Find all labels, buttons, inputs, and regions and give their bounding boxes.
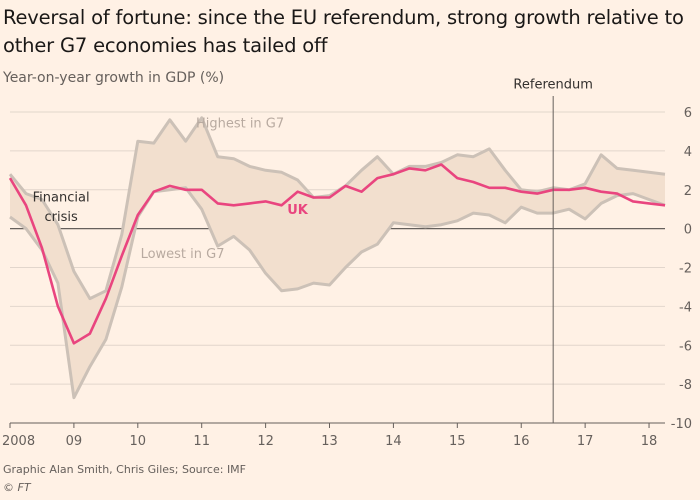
annotation-lowest-in-g7: Lowest in G7 [141,247,225,262]
y-tick-label: -2 [679,262,692,277]
annotations: Highest in G7 Lowest in G7 UK Financial cris… [33,78,593,262]
x-tick-label: 15 [449,434,466,449]
y-tick-label: -6 [679,339,692,354]
y-tick-label: 4 [684,145,692,160]
annotation-crisis: crisis [44,210,77,225]
source-note: Graphic Alan Smith, Chris Giles; Source:… [3,463,247,476]
series-line-lowest [9,186,666,400]
x-tick-label: 13 [321,434,338,449]
y-tick-label: -4 [679,300,692,315]
x-tick-label: 14 [385,434,402,449]
y-tick-label: -8 [679,378,692,393]
x-tick-label: 17 [577,434,594,449]
x-tick-label: 10 [130,434,147,449]
g7-range-band [10,117,665,398]
chart-subtitle: Year-on-year growth in GDP (%) [3,70,225,86]
copyright-note: © FT [3,481,31,494]
x-tick-label: 2008 [2,434,35,449]
x-tick-label: 18 [641,434,658,449]
y-tick-label: -10 [671,417,692,432]
chart-title: Reversal of fortune: since the EU refere… [3,6,684,57]
annotation-financial: Financial [33,190,90,205]
x-tick-label: 12 [257,434,274,449]
x-tick-label: 09 [66,434,83,449]
y-tick-label: 2 [684,184,692,199]
series-line-uk [8,163,666,345]
y-tick-label: 6 [684,106,692,121]
x-tick-label: 16 [513,434,530,449]
range-band-fill [10,117,665,398]
x-tick-label: 11 [193,434,210,449]
annotation-highest-in-g7: Highest in G7 [196,117,284,132]
annotation-uk: UK [287,203,309,218]
axes: 6 4 2 0 -2 -4 -6 -8 -10 2008 09 10 11 12 13 14 15 16 17 18 [2,106,692,449]
y-tick-label: 0 [684,223,692,238]
series-lines [8,116,666,400]
annotation-referendum: Referendum [513,78,592,93]
